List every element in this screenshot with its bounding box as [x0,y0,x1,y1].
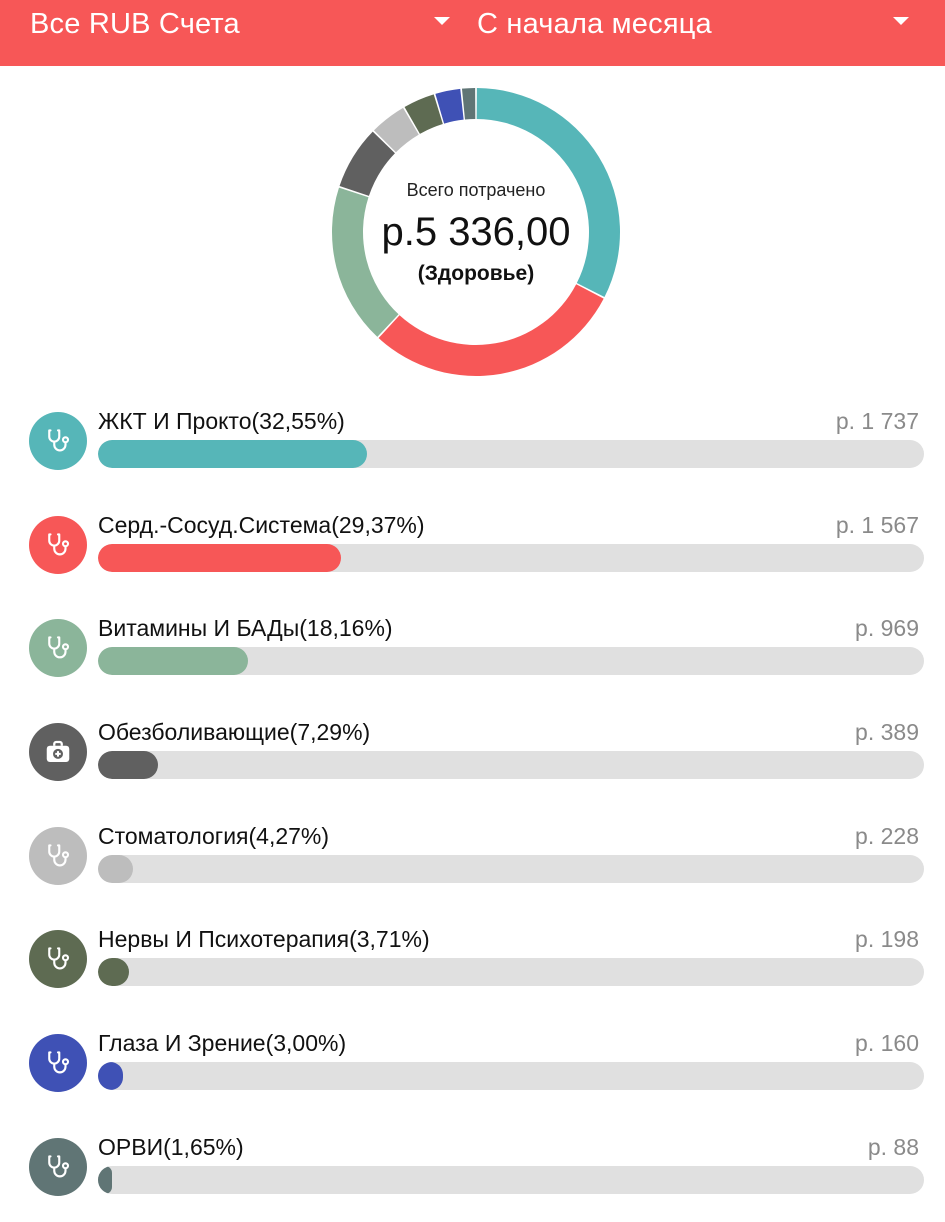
donut-slice[interactable] [332,187,399,337]
category-title: Витамины И БАДы(18,16%) [98,615,393,642]
donut-slice[interactable] [476,88,620,298]
total-spent-category: (Здоровье) [417,262,535,285]
category-title: Обезболивающие(7,29%) [98,719,371,746]
accounts-dropdown-label: Все RUB Счета [30,7,240,40]
period-dropdown-label: С начала месяца [477,7,712,40]
donut-slice[interactable] [461,88,476,120]
category-row[interactable]: Витамины И БАДы(18,16%) р. 969 [0,599,945,703]
stethoscope-icon [29,619,87,678]
category-row[interactable]: ЖКТ И Прокто(32,55%) р. 1 737 [0,392,945,496]
top-bar: Все RUB Счета С начала месяца [0,0,945,66]
stethoscope-icon [29,1034,87,1093]
donut-slice[interactable] [404,94,443,134]
category-title: Нервы И Психотерапия(3,71%) [98,926,430,953]
category-title: Стоматология(4,27%) [98,822,330,849]
accounts-dropdown[interactable]: Все RUB Счета [30,0,455,48]
category-list: ЖКТ И Прокто(32,55%) р. 1 737 Серд.-Сосуд.… [0,392,945,1222]
category-progress-track [98,543,924,572]
category-row[interactable]: Глаза И Зрение(3,00%) р. 160 [0,1014,945,1118]
category-row[interactable]: ОРВИ(1,65%) р. 88 [0,1118,945,1222]
donut-svg [332,88,620,377]
category-progress-track [98,647,924,676]
stethoscope-icon [29,1137,87,1196]
category-amount: р. 969 [855,615,919,642]
category-row[interactable]: Нервы И Психотерапия(3,71%) р. 198 [0,910,945,1014]
category-amount: р. 198 [855,926,919,953]
category-progress-fill [98,440,367,468]
category-title: Глаза И Зрение(3,00%) [98,1030,347,1057]
category-row[interactable]: Стоматология(4,27%) р. 228 [0,807,945,911]
category-progress-fill [98,854,134,883]
category-progress-fill [98,1165,112,1194]
category-progress-fill [98,1062,123,1091]
category-amount: р. 88 [867,1133,919,1160]
category-amount: р. 1 737 [835,408,919,434]
spending-donut-chart: Всего потрачено р.5 336,00 (Здоровье) [330,86,622,378]
donut-slice[interactable] [339,131,395,196]
stethoscope-icon [29,412,87,470]
donut-slice[interactable] [435,88,464,124]
category-amount: р. 228 [855,822,919,849]
category-row[interactable]: Серд.-Сосуд.Система(29,37%) р. 1 567 [0,496,945,600]
category-amount: р. 389 [855,719,919,746]
category-progress-fill [98,751,159,780]
category-title: ОРВИ(1,65%) [98,1133,244,1160]
category-progress-fill [98,543,341,572]
category-row[interactable]: Обезболивающие(7,29%) р. 389 [0,703,945,807]
category-progress-fill [98,647,248,676]
stethoscope-icon [29,930,87,989]
category-progress-track [98,854,924,883]
category-progress-track [98,1165,924,1194]
donut-center: Всего потрачено р.5 336,00 (Здоровье) [330,86,622,378]
stethoscope-icon [29,826,87,885]
total-spent-amount: р.5 336,00 [381,210,571,254]
donut-slice[interactable] [378,284,604,377]
category-amount: р. 1 567 [835,511,919,538]
period-dropdown[interactable]: С начала месяца [477,0,917,48]
dropdown-arrow-icon [434,17,450,25]
donut-slice[interactable] [373,107,419,153]
stethoscope-icon [29,515,87,574]
category-progress-track [98,751,924,780]
total-spent-label: Всего потрачено [406,180,546,200]
category-progress-fill [98,958,129,987]
dropdown-arrow-icon [893,17,909,25]
first-aid-kit-icon [29,723,87,782]
category-progress-track [98,440,924,468]
category-title: ЖКТ И Прокто(32,55%) [98,408,345,434]
category-title: Серд.-Сосуд.Система(29,37%) [98,511,425,538]
category-progress-track [98,958,924,987]
category-progress-track [98,1062,924,1091]
category-amount: р. 160 [855,1030,919,1057]
